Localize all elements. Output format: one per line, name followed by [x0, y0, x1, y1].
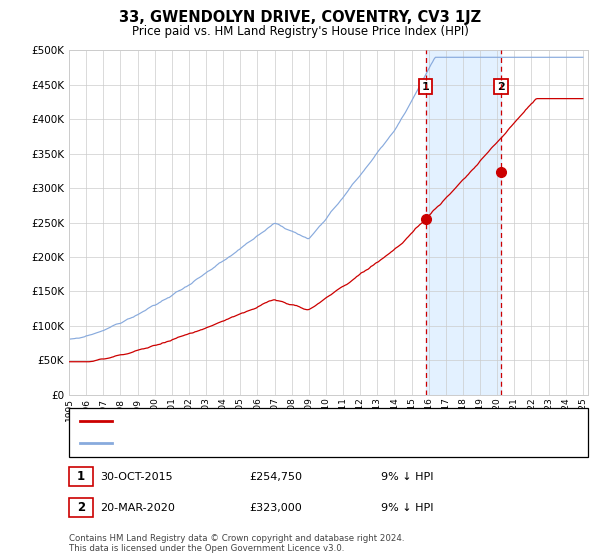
Bar [426, 50, 501, 395]
Text: Contains HM Land Registry data © Crown copyright and database right 2024.
This d: Contains HM Land Registry data © Crown c… [69, 534, 404, 553]
Text: 9% ↓ HPI: 9% ↓ HPI [381, 503, 433, 512]
Text: 9% ↓ HPI: 9% ↓ HPI [381, 472, 433, 482]
Text: £254,750: £254,750 [249, 472, 302, 482]
Text: Price paid vs. HM Land Registry's House Price Index (HPI): Price paid vs. HM Land Registry's House … [131, 25, 469, 38]
Text: 1: 1 [77, 470, 85, 483]
Text: HPI: Average price, detached house, Coventry: HPI: Average price, detached house, Cove… [119, 438, 349, 448]
Text: 30-OCT-2015: 30-OCT-2015 [100, 472, 173, 482]
Text: 2: 2 [77, 501, 85, 514]
Text: 33, GWENDOLYN DRIVE, COVENTRY, CV3 1JZ (detached house): 33, GWENDOLYN DRIVE, COVENTRY, CV3 1JZ (… [119, 417, 433, 427]
Text: 33, GWENDOLYN DRIVE, COVENTRY, CV3 1JZ: 33, GWENDOLYN DRIVE, COVENTRY, CV3 1JZ [119, 10, 481, 25]
Text: £323,000: £323,000 [249, 503, 302, 512]
Text: 1: 1 [422, 82, 430, 92]
Text: 20-MAR-2020: 20-MAR-2020 [100, 503, 175, 512]
Text: 2: 2 [497, 82, 505, 92]
